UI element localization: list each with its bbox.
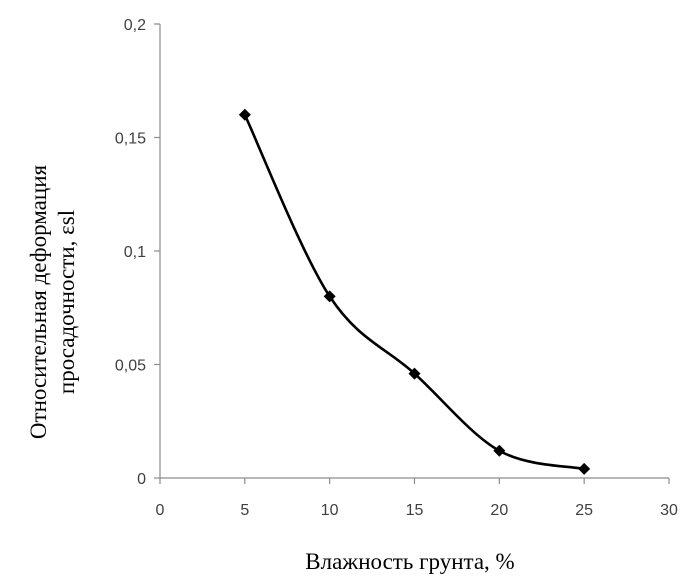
y-tick-label: 0,15 — [115, 131, 146, 148]
data-point-marker — [493, 444, 506, 457]
series-layer — [243, 114, 585, 471]
data-point-marker — [323, 290, 336, 303]
x-ticks: 0 5 10 15 20 25 30 — [156, 478, 678, 519]
axes — [159, 24, 669, 479]
data-point-marker — [238, 108, 251, 121]
y-tick-label: 0,1 — [124, 244, 146, 261]
data-point-marker — [578, 462, 591, 475]
x-tick-label: 15 — [406, 502, 424, 519]
x-tick-label: 25 — [575, 502, 593, 519]
y-axis-title-line1: Относительная деформация — [26, 164, 51, 439]
y-ticks: 0 0,05 0,1 0,15 0,2 — [115, 17, 160, 488]
y-axis-title-line2: просадочности, εsl — [54, 210, 79, 394]
data-point-marker — [408, 367, 421, 380]
x-tick-label: 5 — [240, 502, 249, 519]
x-tick-label: 0 — [156, 502, 165, 519]
x-tick-label: 30 — [660, 502, 678, 519]
x-tick-label: 10 — [321, 502, 339, 519]
y-tick-label: 0,2 — [124, 17, 146, 34]
x-axis-title: Влажность грунта, % — [305, 549, 514, 574]
x-tick-label: 20 — [490, 502, 508, 519]
markers-layer — [238, 108, 591, 475]
y-tick-label: 0 — [137, 471, 146, 488]
series-line — [243, 114, 585, 471]
y-tick-label: 0,05 — [115, 358, 146, 375]
